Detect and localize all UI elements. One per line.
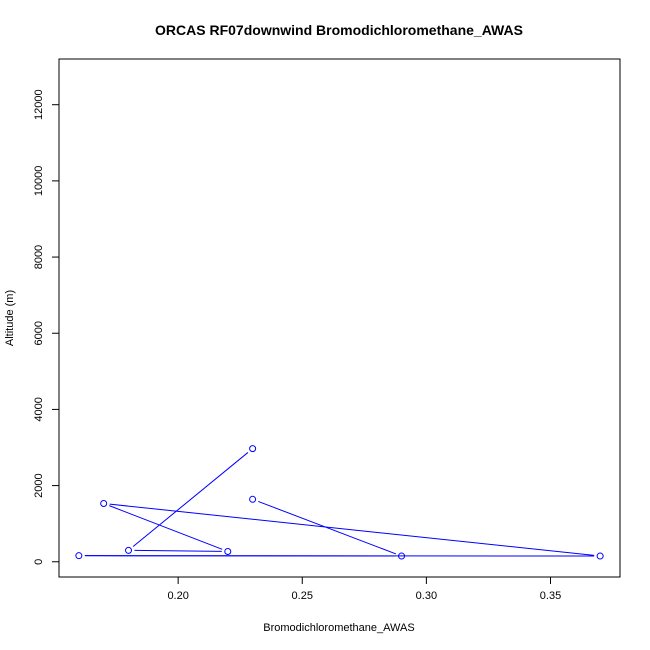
x-tick-label: 0.20: [167, 590, 188, 602]
y-tick-label: 8000: [33, 245, 45, 269]
series-line-segment: [258, 500, 397, 555]
y-tick-label: 4000: [33, 397, 45, 421]
y-tick-label: 10000: [33, 166, 45, 197]
series-line-segment: [132, 452, 249, 547]
data-point: [596, 552, 604, 560]
x-axis-label: Bromodichloromethane_AWAS: [263, 622, 414, 634]
y-axis: 0 2000 4000 6000 8000 10000 12000: [33, 89, 59, 565]
y-tick-label: 2000: [33, 473, 45, 497]
data-point: [100, 499, 108, 507]
data-point: [249, 495, 257, 503]
y-axis-label: Altitude (m): [4, 290, 16, 346]
x-tick-label: 0.30: [416, 590, 437, 602]
series-line-segment: [109, 503, 595, 556]
series-line-segment: [109, 505, 223, 550]
y-tick-label: 12000: [33, 89, 45, 120]
data-point: [125, 546, 133, 554]
y-tick-label: 6000: [33, 321, 45, 345]
data-point: [398, 552, 406, 560]
data-point: [75, 552, 83, 560]
data-point: [249, 445, 257, 453]
x-tick-label: 0.35: [540, 590, 561, 602]
x-axis: 0.20 0.25 0.30 0.35: [167, 577, 561, 602]
plot-frame: [58, 58, 621, 578]
series-layer: [75, 445, 604, 560]
data-point: [224, 547, 232, 555]
series-line-segment: [134, 549, 222, 552]
chart-title: ORCAS RF07downwind Bromodichloromethane_…: [155, 22, 523, 38]
y-tick-label: 0: [33, 559, 45, 565]
x-tick-label: 0.25: [292, 590, 313, 602]
